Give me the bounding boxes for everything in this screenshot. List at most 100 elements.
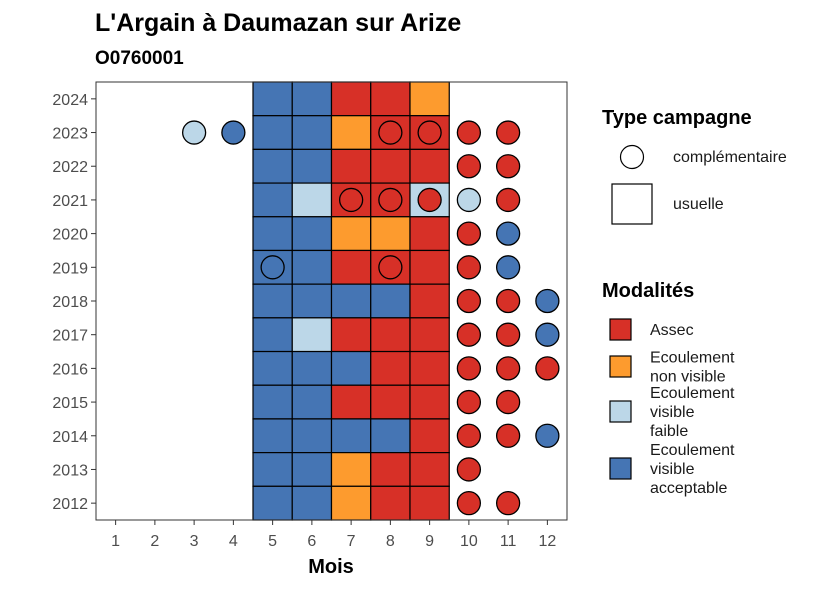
tile-2017-5 bbox=[252, 317, 293, 353]
tile-2017-8 bbox=[370, 317, 411, 353]
x-tick-label-4: 4 bbox=[229, 533, 238, 550]
legend-modalites-title: Modalités bbox=[602, 280, 694, 302]
point-2017-12 bbox=[535, 322, 560, 347]
x-tick-label-8: 8 bbox=[386, 533, 395, 550]
point-2014-10 bbox=[456, 423, 482, 448]
point-2021-9 bbox=[417, 187, 442, 213]
tile-2016-6 bbox=[291, 350, 333, 386]
chart-subtitle: O0760001 bbox=[95, 48, 184, 69]
plot-area bbox=[95, 81, 568, 521]
tile-2018-8 bbox=[370, 283, 411, 319]
tile-2022-7 bbox=[330, 148, 372, 184]
point-2021-10 bbox=[456, 187, 482, 213]
tile-2013-7 bbox=[330, 452, 372, 487]
tile-2016-7 bbox=[330, 350, 372, 386]
point-2012-10 bbox=[456, 491, 482, 516]
tile-2019-6 bbox=[291, 249, 333, 285]
tile-2022-5 bbox=[252, 148, 293, 184]
point-2022-10 bbox=[456, 154, 482, 179]
point-2012-11 bbox=[495, 491, 521, 516]
x-tick-label-5: 5 bbox=[268, 533, 277, 550]
tile-2014-6 bbox=[291, 418, 333, 454]
tile-2024-8 bbox=[370, 81, 411, 117]
x-tick-label-9: 9 bbox=[425, 533, 434, 550]
y-axis: 2012 2013 2014 2015 2016 2017 2018 2019 2020 2021… bbox=[52, 92, 96, 513]
tile-2017-9 bbox=[409, 317, 450, 353]
point-2018-12 bbox=[535, 288, 560, 314]
tile-2021-5 bbox=[252, 182, 293, 218]
tile-2019-9 bbox=[409, 249, 450, 285]
x-tick-label-12: 12 bbox=[538, 533, 556, 550]
tile-2014-8 bbox=[370, 418, 411, 454]
point-2017-11 bbox=[495, 322, 521, 347]
legend-label-ecoulement_visible_faible-0: Ecoulement bbox=[650, 385, 735, 402]
point-2023-11 bbox=[495, 120, 521, 145]
point-2021-11 bbox=[495, 187, 521, 213]
tile-2021-6 bbox=[291, 182, 333, 218]
y-tick-label-2017: 2017 bbox=[52, 328, 88, 345]
point-2015-11 bbox=[495, 389, 521, 415]
point-2020-11 bbox=[495, 221, 521, 246]
tile-2012-8 bbox=[370, 485, 411, 521]
tile-2024-5 bbox=[252, 81, 293, 117]
x-tick-label-6: 6 bbox=[307, 533, 316, 550]
point-2016-10 bbox=[456, 356, 482, 381]
tile-2012-5 bbox=[252, 485, 293, 521]
x-tick-label-11: 11 bbox=[500, 533, 517, 550]
tile-2014-7 bbox=[330, 418, 372, 454]
tile-2022-6 bbox=[291, 148, 333, 184]
tile-2013-6 bbox=[291, 452, 333, 487]
tile-2017-7 bbox=[330, 317, 372, 353]
legend-key-ecoulement_visible_faible bbox=[609, 400, 632, 423]
legend-label-ecoulement_visible_faible-1: visible bbox=[650, 404, 695, 421]
y-tick-label-2016: 2016 bbox=[52, 361, 88, 378]
tile-2024-9 bbox=[409, 81, 450, 117]
tile-2020-7 bbox=[330, 216, 372, 252]
x-tick-label-1: 1 bbox=[111, 533, 120, 550]
point-2023-4 bbox=[221, 120, 246, 145]
tile-2013-5 bbox=[252, 452, 293, 487]
point-2013-10 bbox=[456, 457, 482, 482]
x-tick-label-7: 7 bbox=[347, 533, 356, 550]
point-2015-10 bbox=[456, 389, 482, 415]
point-2018-11 bbox=[495, 288, 521, 314]
x-tick-label-10: 10 bbox=[460, 533, 478, 550]
tile-2015-9 bbox=[409, 384, 450, 420]
tile-2018-5 bbox=[252, 283, 293, 319]
legend-label-ecoulement_visible_acceptable-1: visible bbox=[650, 461, 695, 478]
tile-2015-7 bbox=[330, 384, 372, 420]
legend-key-ecoulement_visible_acceptable bbox=[609, 457, 632, 480]
legend-label-ecoulement_visible_faible-2: faible bbox=[650, 423, 688, 440]
legend-label-assec-0: Assec bbox=[650, 322, 694, 339]
tile-2020-6 bbox=[291, 216, 333, 252]
tile-layer bbox=[252, 81, 450, 521]
tile-2015-5 bbox=[252, 384, 293, 420]
point-2014-12 bbox=[535, 423, 560, 448]
tile-2015-8 bbox=[370, 384, 411, 420]
legend-square-symbol bbox=[611, 183, 653, 225]
point-2023-9 bbox=[417, 120, 442, 145]
circle-layer bbox=[181, 120, 560, 516]
tile-2024-7 bbox=[330, 81, 372, 117]
y-tick-label-2024: 2024 bbox=[52, 92, 88, 109]
tile-2023-7 bbox=[330, 115, 372, 150]
legend-label-ecoulement_visible_acceptable-2: acceptable bbox=[650, 480, 727, 497]
point-2019-10 bbox=[456, 255, 482, 280]
point-2017-10 bbox=[456, 322, 482, 347]
tile-2020-8 bbox=[370, 216, 411, 252]
legend-type-campagne: Type campagne complémentaire usuelle bbox=[602, 107, 787, 225]
legend-label-ecoulement_non_visible-0: Ecoulement bbox=[650, 350, 735, 367]
tile-2022-8 bbox=[370, 148, 411, 184]
point-2023-8 bbox=[378, 120, 403, 145]
tile-2016-9 bbox=[409, 350, 450, 386]
tile-2012-7 bbox=[330, 485, 372, 521]
tile-2013-8 bbox=[370, 452, 411, 487]
point-2023-10 bbox=[456, 120, 482, 145]
tile-2019-7 bbox=[330, 249, 372, 285]
y-tick-label-2018: 2018 bbox=[52, 294, 88, 311]
y-tick-label-2012: 2012 bbox=[52, 496, 88, 513]
tile-2014-9 bbox=[409, 418, 450, 454]
x-tick-label-2: 2 bbox=[150, 533, 159, 550]
y-tick-label-2013: 2013 bbox=[52, 462, 88, 479]
